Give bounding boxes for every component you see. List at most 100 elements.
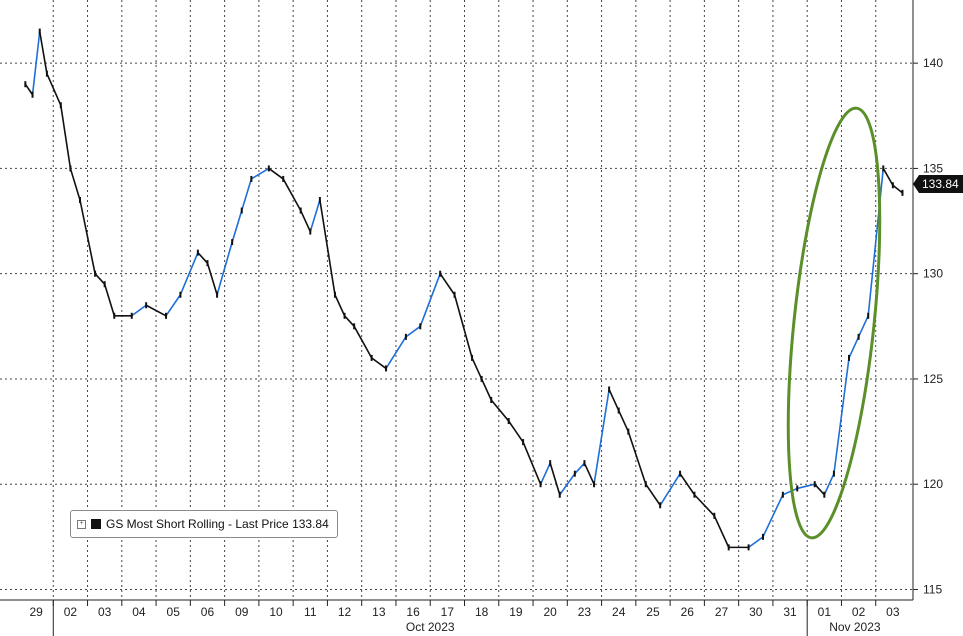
y-tick-label: 130 bbox=[923, 267, 943, 281]
expand-icon[interactable]: + bbox=[77, 519, 86, 529]
price-point bbox=[608, 386, 611, 393]
price-segment bbox=[334, 294, 346, 317]
price-point bbox=[165, 312, 168, 319]
price-point bbox=[196, 249, 199, 256]
price-point bbox=[713, 512, 716, 519]
price-point bbox=[94, 270, 97, 277]
x-tick-label: 23 bbox=[578, 605, 592, 619]
price-segment bbox=[782, 487, 798, 496]
price-segment bbox=[748, 536, 764, 549]
price-segment bbox=[131, 304, 147, 317]
price-point bbox=[439, 270, 442, 277]
gridlines bbox=[0, 0, 913, 600]
price-point bbox=[522, 439, 525, 446]
price-segment bbox=[574, 462, 586, 475]
price-point bbox=[385, 365, 388, 372]
price-segment bbox=[659, 473, 681, 506]
price-point bbox=[24, 81, 27, 88]
price-segment bbox=[892, 184, 903, 194]
series-swatch bbox=[91, 519, 101, 529]
price-point bbox=[891, 182, 894, 189]
price-segment bbox=[823, 473, 835, 496]
price-segment bbox=[833, 357, 850, 474]
y-tick-label: 115 bbox=[923, 582, 942, 596]
price-segment bbox=[617, 410, 630, 432]
x-tick-label: 24 bbox=[612, 605, 626, 619]
x-tick-label: 30 bbox=[749, 605, 763, 619]
price-segment bbox=[371, 357, 387, 370]
y-tick-label: 120 bbox=[923, 477, 943, 491]
price-segment bbox=[480, 378, 492, 401]
price-point bbox=[549, 460, 552, 467]
price-point bbox=[882, 165, 885, 172]
price-point bbox=[370, 354, 373, 361]
price-segment bbox=[46, 73, 62, 106]
price-segment bbox=[197, 252, 209, 264]
x-tick-label: 31 bbox=[783, 605, 797, 619]
price-point bbox=[857, 333, 860, 340]
price-point bbox=[113, 312, 116, 319]
price-segment bbox=[385, 336, 407, 369]
price-point bbox=[59, 102, 62, 109]
price-point bbox=[573, 470, 576, 477]
price-point bbox=[539, 481, 542, 488]
price-segment bbox=[593, 389, 610, 485]
price-segment bbox=[299, 210, 312, 232]
price-point bbox=[901, 189, 904, 196]
price-point bbox=[813, 481, 816, 488]
last-price-label: 133.84 bbox=[922, 177, 959, 191]
price-segment bbox=[762, 494, 784, 538]
x-tick-label: 11 bbox=[304, 605, 317, 619]
last-price-marker: 133.84 bbox=[913, 175, 963, 193]
price-point bbox=[240, 207, 243, 214]
price-point bbox=[216, 291, 219, 298]
price-segment bbox=[343, 315, 355, 327]
x-tick-label: 03 bbox=[886, 605, 900, 619]
price-segment bbox=[693, 494, 715, 517]
month-label: Oct 2023 bbox=[406, 620, 455, 634]
price-segment bbox=[608, 389, 620, 411]
price-point bbox=[343, 312, 346, 319]
price-point bbox=[130, 312, 133, 319]
x-tick-label: 26 bbox=[681, 605, 695, 619]
price-point bbox=[309, 228, 312, 235]
price-segment bbox=[103, 283, 116, 317]
price-point bbox=[333, 291, 336, 298]
price-segment bbox=[268, 167, 284, 180]
price-segment bbox=[490, 399, 510, 422]
price-point bbox=[583, 460, 586, 467]
x-tick-label: 03 bbox=[98, 605, 112, 619]
price-point bbox=[617, 407, 620, 414]
price-segment bbox=[627, 431, 647, 485]
price-segment bbox=[713, 515, 730, 548]
x-tick-label: 27 bbox=[715, 605, 729, 619]
price-segment bbox=[679, 473, 696, 496]
price-point bbox=[848, 354, 851, 361]
price-segment bbox=[549, 462, 561, 495]
x-tick-label: 02 bbox=[64, 605, 78, 619]
price-segment bbox=[240, 178, 253, 211]
price-segment bbox=[439, 273, 456, 296]
y-tick-label: 125 bbox=[923, 372, 943, 386]
price-point bbox=[78, 197, 81, 203]
legend: + GS Most Short Rolling - Last Price 133… bbox=[70, 510, 338, 538]
price-segment bbox=[857, 315, 869, 338]
price-segment bbox=[522, 441, 542, 485]
x-tick-label: 18 bbox=[475, 605, 489, 619]
price-segment bbox=[216, 241, 233, 295]
x-tick-label: 02 bbox=[852, 605, 866, 619]
x-tick-label: 29 bbox=[29, 605, 43, 619]
price-point bbox=[761, 533, 764, 540]
price-point bbox=[250, 175, 253, 182]
y-axis: 115 120 125 130 135 140 bbox=[912, 0, 943, 600]
price-point bbox=[627, 428, 630, 435]
price-point bbox=[453, 291, 456, 298]
price-segment bbox=[559, 473, 576, 496]
price-point bbox=[419, 323, 422, 330]
price-segment bbox=[319, 199, 336, 295]
x-axis: 29 02 03 04 05 06 09 10 11 12 13 16 17 18 19 20 23 24 25 26… bbox=[0, 599, 913, 636]
price-point bbox=[796, 485, 799, 492]
x-tick-label: 01 bbox=[818, 605, 832, 619]
price-point bbox=[299, 207, 302, 214]
